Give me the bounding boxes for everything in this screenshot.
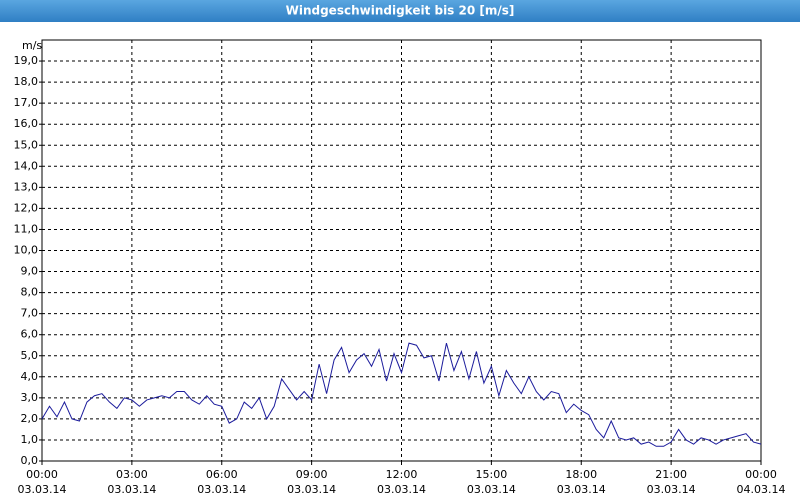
y-tick-label: 12,0 bbox=[14, 201, 39, 214]
x-tick-label: 00:00 bbox=[745, 468, 777, 481]
x-tick-label: 15:00 bbox=[476, 468, 508, 481]
x-tick-date: 03.03.14 bbox=[197, 483, 246, 496]
y-tick-label: 6,0 bbox=[21, 328, 39, 341]
x-tick-date: 03.03.14 bbox=[107, 483, 156, 496]
chart-title: Windgeschwindigkeit bis 20 [m/s] bbox=[286, 4, 515, 18]
y-tick-label: 10,0 bbox=[14, 244, 39, 257]
data-line bbox=[41, 342, 762, 447]
x-tick-label: 03:00 bbox=[116, 468, 148, 481]
x-tick-date: 03.03.14 bbox=[557, 483, 606, 496]
y-tick-label: 5,0 bbox=[21, 349, 39, 362]
x-tick-date: 03.03.14 bbox=[377, 483, 426, 496]
x-tick-date: 04.03.14 bbox=[737, 483, 786, 496]
y-tick-label: 7,0 bbox=[21, 307, 39, 320]
y-tick-label: 8,0 bbox=[21, 286, 39, 299]
plot-frame bbox=[41, 39, 762, 462]
y-tick-label: 15,0 bbox=[14, 138, 39, 151]
x-tick-label: 21:00 bbox=[655, 468, 687, 481]
y-axis-label: m/s bbox=[22, 39, 42, 52]
y-tick-label: 19,0 bbox=[14, 54, 39, 67]
title-bar bbox=[0, 0, 800, 22]
y-tick-label: 9,0 bbox=[21, 265, 39, 278]
y-tick-label: 2,0 bbox=[21, 412, 39, 425]
x-tick-label: 00:00 bbox=[26, 468, 58, 481]
y-tick-label: 16,0 bbox=[14, 117, 39, 130]
x-tick-label: 12:00 bbox=[386, 468, 418, 481]
y-tick-label: 1,0 bbox=[21, 433, 39, 446]
x-tick-date: 03.03.14 bbox=[467, 483, 516, 496]
y-tick-label: 18,0 bbox=[14, 75, 39, 88]
y-tick-label: 4,0 bbox=[21, 370, 39, 383]
x-tick-label: 09:00 bbox=[296, 468, 328, 481]
x-tick-label: 18:00 bbox=[565, 468, 597, 481]
y-tick-label: 3,0 bbox=[21, 391, 39, 404]
y-tick-label: 13,0 bbox=[14, 180, 39, 193]
y-tick-label: 17,0 bbox=[14, 96, 39, 109]
y-tick-label: 11,0 bbox=[14, 222, 39, 235]
x-tick-date: 03.03.14 bbox=[287, 483, 336, 496]
y-tick-label: 0,0 bbox=[21, 454, 39, 467]
y-tick-label: 14,0 bbox=[14, 159, 39, 172]
x-tick-label: 06:00 bbox=[206, 468, 238, 481]
x-tick-date: 03.03.14 bbox=[18, 483, 67, 496]
x-tick-date: 03.03.14 bbox=[647, 483, 696, 496]
